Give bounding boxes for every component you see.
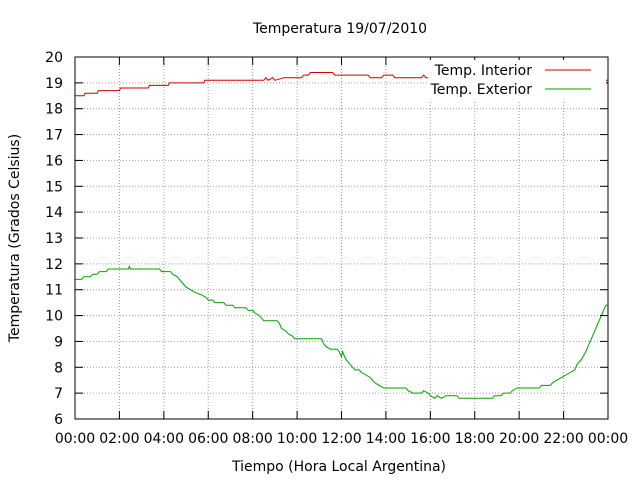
x-tick-label: 22:00 xyxy=(543,431,583,447)
legend-label-exterior: Temp. Exterior xyxy=(430,82,533,98)
x-tick-label: 18:00 xyxy=(455,431,495,447)
y-tick-label: 17 xyxy=(45,128,63,144)
x-tick-label: 00:00 xyxy=(588,431,628,447)
y-tick-label: 11 xyxy=(45,283,63,299)
x-tick-labels: 00:00 02:00 04:00 06:00 08:00 10:00 12:00 14:00… xyxy=(55,431,628,447)
x-axis-label: Tiempo (Hora Local Argentina) xyxy=(231,459,446,475)
y-tick-label: 7 xyxy=(54,386,63,402)
x-tick-label: 06:00 xyxy=(188,431,228,447)
x-tick-label: 02:00 xyxy=(99,431,139,447)
y-tick-labels: 6 7 8 9 10 11 12 13 14 15 16 17 18 19 20 xyxy=(45,50,63,428)
y-tick-label: 14 xyxy=(45,205,63,221)
y-tick-label: 13 xyxy=(45,231,63,247)
y-tick-label: 12 xyxy=(45,257,63,273)
chart-title: Temperatura 19/07/2010 xyxy=(252,21,427,37)
y-tick-label: 20 xyxy=(45,50,63,66)
axis-ticks xyxy=(74,56,609,420)
y-axis-label: Temperatura (Grados Celsius) xyxy=(7,134,23,343)
y-tick-label: 19 xyxy=(45,76,63,92)
series-line-exterior xyxy=(75,265,608,399)
y-tick-label: 15 xyxy=(45,179,63,195)
y-tick-label: 9 xyxy=(54,334,63,350)
x-tick-label: 04:00 xyxy=(144,431,184,447)
x-tick-label: 20:00 xyxy=(499,431,539,447)
y-tick-label: 16 xyxy=(45,153,63,169)
grid-lines xyxy=(75,57,608,419)
legend: Temp. Interior Temp. Exterior xyxy=(428,60,606,100)
y-tick-label: 18 xyxy=(45,102,63,118)
y-tick-label: 6 xyxy=(54,412,63,428)
x-tick-label: 12:00 xyxy=(321,431,361,447)
legend-background xyxy=(428,60,606,100)
y-tick-label: 8 xyxy=(54,360,63,376)
y-tick-label: 10 xyxy=(45,309,63,325)
x-tick-label: 14:00 xyxy=(366,431,406,447)
x-tick-label: 08:00 xyxy=(232,431,272,447)
legend-label-interior: Temp. Interior xyxy=(434,63,533,79)
x-tick-label: 16:00 xyxy=(410,431,450,447)
x-tick-label: 10:00 xyxy=(277,431,317,447)
x-tick-label: 00:00 xyxy=(55,431,95,447)
